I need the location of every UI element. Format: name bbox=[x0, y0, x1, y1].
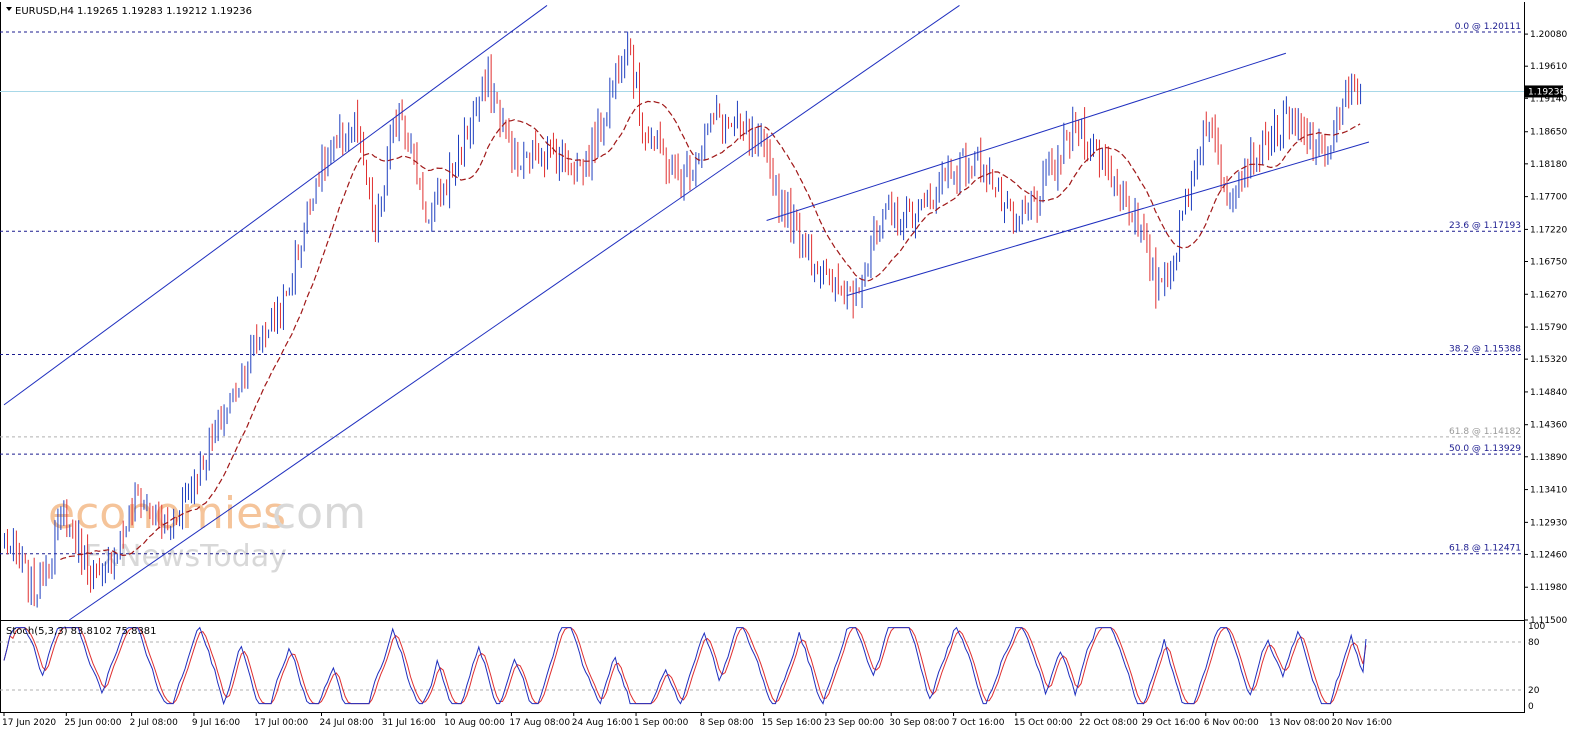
price-tick-label: 1.18180 bbox=[1530, 160, 1567, 170]
time-tick-label: 8 Sep 08:00 bbox=[699, 718, 754, 728]
fib-levels: 0.0 @ 1.20111 23.6 @ 1.17193 38.2 @ 1.1538… bbox=[0, 22, 1524, 555]
price-tick-label: 1.17700 bbox=[1530, 193, 1567, 203]
price-tick-label: 1.11980 bbox=[1530, 583, 1567, 593]
price-tick-label: 1.12460 bbox=[1530, 550, 1567, 560]
current-price-label: 1.19236 bbox=[1528, 87, 1565, 97]
price-axis: 1.20080 1.19610 1.19140 1.18650 1.18180 1.177… bbox=[1524, 30, 1567, 626]
fib-label-2: 38.2 @ 1.15388 bbox=[1449, 344, 1521, 354]
time-tick-label: 9 Jul 16:00 bbox=[192, 718, 241, 728]
moving-average-line bbox=[60, 100, 1361, 561]
price-tick-label: 1.19610 bbox=[1530, 62, 1567, 72]
time-tick-label: 31 Jul 16:00 bbox=[382, 718, 436, 728]
watermark-fxnewstoday: FxNewsToday bbox=[84, 539, 287, 574]
stoch-tick-label: 20 bbox=[1528, 686, 1540, 696]
price-tick-label: 1.14840 bbox=[1530, 388, 1567, 398]
price-tick-label: 1.19140 bbox=[1530, 94, 1567, 104]
chevron-down-icon[interactable] bbox=[6, 7, 12, 11]
time-tick-label: 23 Sep 00:00 bbox=[824, 718, 884, 728]
chart-header: EURUSD,H4 1.19265 1.19283 1.19212 1.1923… bbox=[6, 6, 252, 17]
stoch-signal-line bbox=[3, 626, 1367, 705]
stochastic-label: Stoch(5,3,3) 83.8102 75.8381 bbox=[6, 626, 157, 637]
price-tick-label: 1.16270 bbox=[1530, 290, 1567, 300]
fib-label-5: 61.8 @ 1.12471 bbox=[1449, 544, 1521, 554]
stochastic-subwindow: 100 80 20 0 bbox=[0, 622, 1545, 712]
stoch-tick-label: 80 bbox=[1528, 638, 1540, 648]
time-tick-label: 22 Oct 08:00 bbox=[1079, 718, 1138, 728]
stoch-tick-label: 100 bbox=[1528, 622, 1545, 632]
trend-line-1[interactable] bbox=[68, 5, 960, 621]
stoch-main-line bbox=[3, 626, 1367, 706]
price-tick-label: 1.13410 bbox=[1530, 486, 1567, 496]
trend-line-2[interactable] bbox=[766, 52, 1287, 221]
price-tick-label: 1.17220 bbox=[1530, 225, 1567, 235]
time-axis: 17 Jun 2020 25 Jun 00:00 2 Jul 08:00 9 Jul … bbox=[2, 712, 1392, 728]
price-tick-label: 1.15790 bbox=[1530, 323, 1567, 333]
time-tick-label: 29 Oct 16:00 bbox=[1141, 718, 1200, 728]
watermark: economies .com FxNewsToday bbox=[48, 488, 366, 574]
time-tick-label: 6 Nov 00:00 bbox=[1204, 718, 1259, 728]
ohlc-label: 1.19265 1.19283 1.19212 1.19236 bbox=[77, 6, 252, 17]
price-tick-label: 1.20080 bbox=[1530, 30, 1567, 40]
price-tick-label: 1.16750 bbox=[1530, 257, 1567, 267]
time-tick-label: 15 Oct 00:00 bbox=[1014, 718, 1073, 728]
time-tick-label: 25 Jun 00:00 bbox=[64, 718, 121, 728]
time-tick-label: 20 Nov 16:00 bbox=[1331, 718, 1392, 728]
trend-line-0[interactable] bbox=[3, 5, 548, 406]
watermark-economies: economies bbox=[48, 488, 286, 539]
price-tick-label: 1.14360 bbox=[1530, 421, 1567, 431]
time-tick-label: 13 Nov 08:00 bbox=[1269, 718, 1330, 728]
fib-label-1: 23.6 @ 1.17193 bbox=[1449, 221, 1521, 231]
time-tick-label: 24 Aug 16:00 bbox=[572, 718, 633, 728]
moving-average bbox=[60, 100, 1361, 561]
watermark-com: .com bbox=[258, 488, 366, 539]
time-tick-label: 7 Oct 16:00 bbox=[952, 718, 1005, 728]
fib-label-4: 50.0 @ 1.13929 bbox=[1449, 444, 1521, 454]
fib-label-3: 61.8 @ 1.14182 bbox=[1449, 427, 1521, 437]
time-tick-label: 24 Jul 08:00 bbox=[320, 718, 374, 728]
time-tick-label: 17 Jul 00:00 bbox=[254, 718, 308, 728]
time-tick-label: 15 Sep 16:00 bbox=[762, 718, 822, 728]
price-tick-label: 1.15320 bbox=[1530, 355, 1567, 365]
stoch-tick-label: 0 bbox=[1528, 702, 1534, 712]
price-tick-label: 1.12930 bbox=[1530, 518, 1567, 528]
price-tick-label: 1.11500 bbox=[1530, 616, 1567, 626]
fib-label-0: 0.0 @ 1.20111 bbox=[1455, 22, 1521, 32]
time-tick-label: 10 Aug 00:00 bbox=[444, 718, 505, 728]
time-tick-label: 17 Aug 08:00 bbox=[509, 718, 570, 728]
trend-line-3[interactable] bbox=[846, 141, 1370, 297]
symbol-label: EURUSD,H4 bbox=[15, 6, 74, 17]
time-tick-label: 2 Jul 08:00 bbox=[130, 718, 179, 728]
price-tick-label: 1.18650 bbox=[1530, 128, 1567, 138]
time-tick-label: 30 Sep 08:00 bbox=[889, 718, 949, 728]
time-tick-label: 1 Sep 00:00 bbox=[634, 718, 689, 728]
price-tick-label: 1.13890 bbox=[1530, 453, 1567, 463]
current-price-tag bbox=[1525, 85, 1563, 98]
trend-channels[interactable] bbox=[3, 5, 1370, 621]
time-tick-label: 17 Jun 2020 bbox=[2, 718, 56, 728]
